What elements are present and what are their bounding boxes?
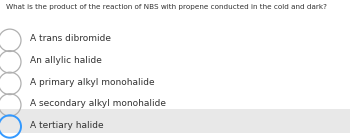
Bar [0,109,350,133]
Text: A tertiary halide: A tertiary halide [30,121,103,130]
Text: An allylic halide: An allylic halide [30,56,101,65]
Text: What is the product of the reaction of NBS with propene conducted in the cold an: What is the product of the reaction of N… [6,4,327,10]
Text: A trans dibromide: A trans dibromide [30,34,111,43]
Text: A primary alkyl monohalide: A primary alkyl monohalide [30,78,154,86]
Text: A secondary alkyl monohalide: A secondary alkyl monohalide [30,99,166,108]
